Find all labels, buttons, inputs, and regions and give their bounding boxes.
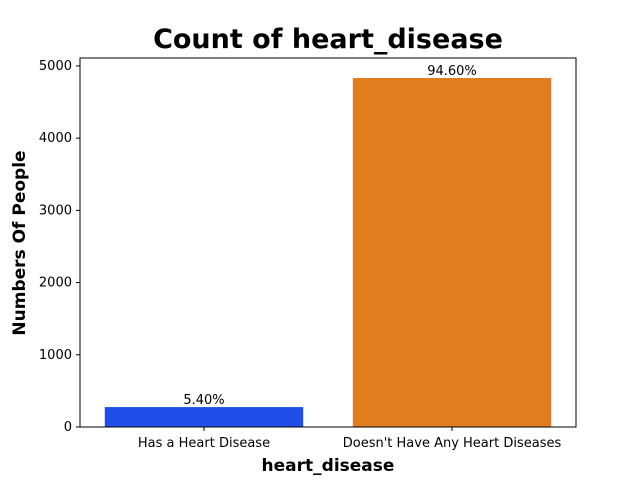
- bar-2: [352, 78, 552, 428]
- x-tick-label: Has a Heart Disease: [138, 436, 270, 451]
- y-tick-label: 1000: [39, 348, 72, 363]
- y-tick-label: 3000: [39, 203, 72, 218]
- bar-1: [104, 407, 304, 427]
- bar-data-label: 94.60%: [427, 64, 477, 79]
- chart-title: Count of heart_disease: [153, 24, 503, 55]
- y-axis-label: Numbers Of People: [10, 150, 30, 335]
- bar-data-label: 5.40%: [183, 393, 224, 408]
- plot-frame: [79, 57, 577, 428]
- y-tick-label: 4000: [39, 131, 72, 146]
- y-tick-label: 2000: [39, 276, 72, 291]
- x-axis-label: heart_disease: [262, 456, 395, 476]
- y-tick-label: 0: [64, 420, 72, 435]
- y-tick-label: 5000: [39, 59, 72, 74]
- x-tick-label: Doesn't Have Any Heart Diseases: [343, 436, 562, 451]
